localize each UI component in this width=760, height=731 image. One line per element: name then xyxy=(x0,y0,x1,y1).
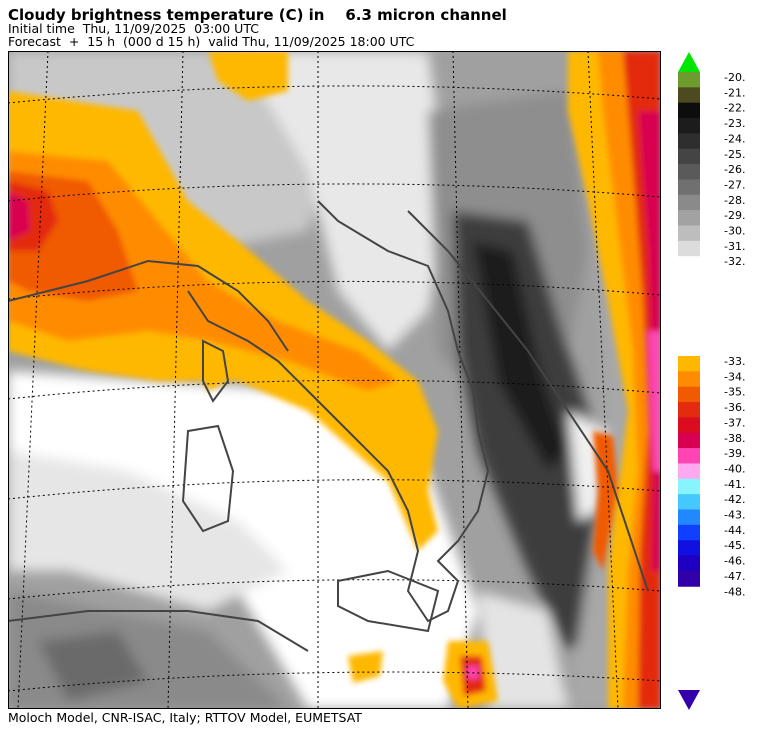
legend-label: -47. xyxy=(724,570,745,583)
legend-label: -27. xyxy=(724,178,745,191)
legend-label: -22. xyxy=(724,102,745,115)
color-legend: -20. -21. -22. -23. -24. -25. -26. -27. -28. -29.… xyxy=(678,52,745,710)
corsica-outline xyxy=(202,339,230,403)
legend-swatch xyxy=(678,463,700,480)
legend-swatch xyxy=(678,478,700,495)
legend-swatch xyxy=(678,448,700,464)
east-coast-cells xyxy=(593,431,618,571)
legend-label: -45. xyxy=(724,539,745,552)
balkans-coast xyxy=(407,210,649,592)
legend-arrow-bottom xyxy=(678,690,700,710)
initial-time-label: Initial time Thu, 11/09/2025 03:00 UTC xyxy=(8,21,259,36)
legend-swatch xyxy=(678,164,700,180)
legend-swatch xyxy=(678,494,700,510)
legend-label: -41. xyxy=(724,478,745,491)
legend-swatch xyxy=(678,371,700,388)
legend-swatch xyxy=(678,72,700,88)
legend-swatch xyxy=(678,524,700,541)
legend-label: -30. xyxy=(724,225,745,238)
legend-label: -28. xyxy=(724,194,745,207)
cloud-sicily-south xyxy=(348,651,383,683)
legend-swatch xyxy=(678,148,700,165)
legend-swatch xyxy=(678,432,700,449)
legend-swatch xyxy=(678,210,700,226)
cloud-corsica-patch xyxy=(198,341,228,391)
legend-label: -35. xyxy=(724,386,745,399)
legend-label: -31. xyxy=(724,240,745,253)
legend-label: -24. xyxy=(724,132,745,145)
forecast-valid-label: Forecast + 15 h (000 d 15 h) valid Thu, … xyxy=(8,34,415,49)
legend-swatch xyxy=(678,540,700,557)
legend-swatch xyxy=(678,225,700,242)
legend-swatch xyxy=(678,102,700,119)
cloud-north-patch xyxy=(208,51,288,101)
legend-swatch xyxy=(678,240,700,257)
legend-label: -42. xyxy=(724,493,745,506)
legend-arrow-top xyxy=(678,52,700,72)
coastlines xyxy=(8,200,649,652)
legend-gray-scale xyxy=(678,72,700,273)
white-band-northeast xyxy=(238,51,448,351)
legend-color-scale xyxy=(678,356,700,587)
legend-label: -48. xyxy=(724,585,745,598)
legend-swatch xyxy=(678,256,700,273)
legend-swatch xyxy=(678,509,700,526)
legend-swatch xyxy=(678,555,700,572)
legend-label: -37. xyxy=(724,416,745,429)
legend-label: -33. xyxy=(724,355,745,368)
legend-label: -23. xyxy=(724,117,745,130)
dark-spot-southwest xyxy=(38,631,148,701)
legend-swatch xyxy=(678,386,700,403)
legend-label: -29. xyxy=(724,209,745,222)
alps-border xyxy=(8,259,289,352)
legend-swatch xyxy=(678,570,700,587)
legend-label: -32. xyxy=(724,255,745,268)
legend-label: -20. xyxy=(724,71,745,84)
legend-label: -26. xyxy=(724,163,745,176)
north-africa-coast xyxy=(8,610,309,652)
legend-swatch xyxy=(678,118,700,134)
italy-peninsula-coast xyxy=(187,200,490,623)
model-credit: Moloch Model, CNR-ISAC, Italy; RTTOV Mod… xyxy=(8,710,362,725)
legend-labels: -20. -21. -22. -23. -24. -25. -26. -27. -28. -29.… xyxy=(724,71,745,598)
dark-trough-core xyxy=(473,241,568,471)
white-band-west xyxy=(8,451,288,611)
legend-swatch xyxy=(678,417,700,434)
legend-label: -21. xyxy=(724,86,745,99)
cloud-shield-magenta xyxy=(8,191,30,241)
graticule xyxy=(8,51,661,709)
legend-label: -40. xyxy=(724,462,745,475)
legend-label: -44. xyxy=(724,524,745,537)
legend-swatch xyxy=(678,87,700,104)
sardinia-outline xyxy=(181,424,235,533)
legend-label: -39. xyxy=(724,447,745,460)
eastern-front-pink xyxy=(648,331,661,471)
legend-label: -46. xyxy=(724,555,745,568)
legend-label: -25. xyxy=(724,148,745,161)
legend-swatch xyxy=(678,402,700,418)
legend-label: -34. xyxy=(724,370,745,383)
legend-label: -36. xyxy=(724,401,745,414)
white-streaks-south xyxy=(478,591,568,709)
sicily-outline xyxy=(337,569,440,633)
legend-swatch xyxy=(678,194,700,211)
brightness-temperature-map xyxy=(8,51,661,709)
legend-swatch xyxy=(678,133,700,150)
legend-swatch xyxy=(678,179,700,196)
legend-label: -38. xyxy=(724,432,745,445)
legend-swatch xyxy=(678,356,700,372)
legend-label: -43. xyxy=(724,509,745,522)
map-title: Cloudy brightness temperature (C) in 6.3… xyxy=(8,6,507,24)
